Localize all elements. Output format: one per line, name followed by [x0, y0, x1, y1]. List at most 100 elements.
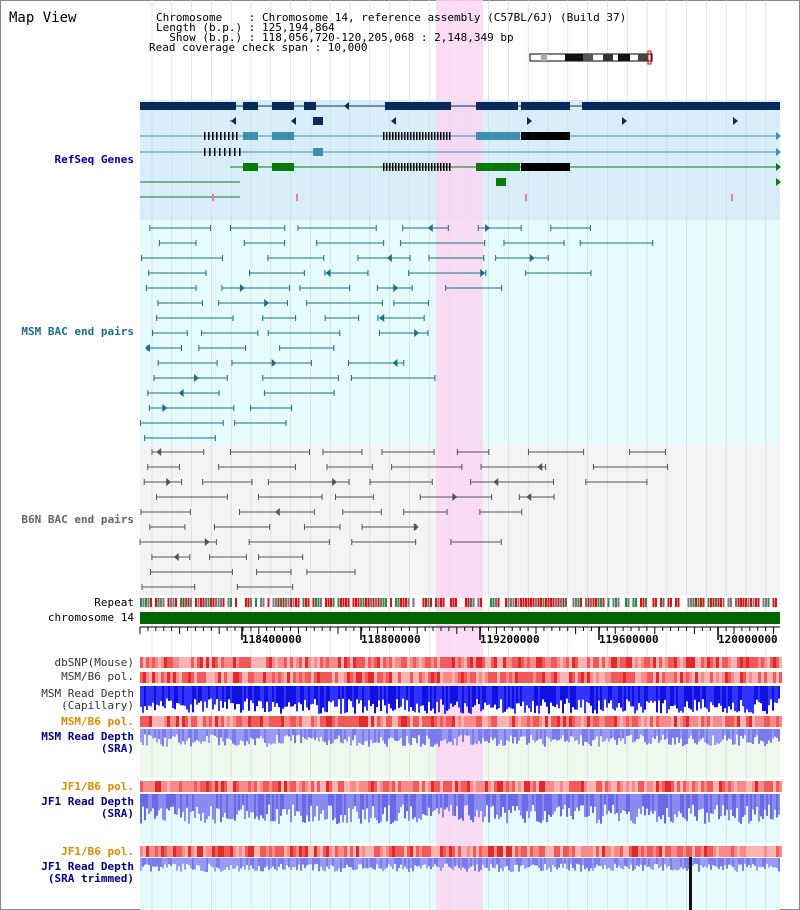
depth-bar: [566, 794, 568, 817]
heat-cell: [455, 716, 458, 727]
heat-cell: [464, 672, 467, 683]
repeat-element: [337, 598, 340, 607]
depth-bar: [172, 729, 174, 737]
depth-bar: [468, 729, 470, 736]
heat-cell: [740, 781, 743, 792]
label-jf1-depth-sra-1[interactable]: JF1 Read Depth: [41, 795, 134, 808]
depth-bar: [444, 686, 446, 714]
depth-bar: [556, 794, 558, 808]
label-msm-depth-cap-1[interactable]: MSM Read Depth: [41, 687, 134, 700]
depth-bar: [182, 794, 184, 812]
repeat-element: [615, 598, 617, 607]
label-msm-b6-pol-1[interactable]: MSM/B6 pol.: [61, 670, 134, 683]
heat-cell: [590, 672, 593, 683]
read-depth-tracks[interactable]: [140, 686, 780, 872]
b6n-bac-pairs[interactable]: [139, 448, 669, 590]
label-refseq[interactable]: RefSeq Genes: [54, 153, 134, 166]
label-b6n-bac[interactable]: B6N BAC end pairs: [21, 513, 134, 526]
repeat-element: [612, 598, 615, 607]
label-jf1-b6-pol-1[interactable]: JF1/B6 pol.: [61, 780, 134, 793]
heat-cell: [434, 781, 437, 792]
depth-bar: [688, 686, 690, 709]
heat-cell: [416, 672, 419, 683]
heat-cell: [605, 846, 608, 857]
label-msm-depth-sra-1[interactable]: MSM Read Depth: [41, 730, 134, 743]
heat-cell: [518, 781, 521, 792]
heat-cell: [716, 657, 719, 668]
depth-bar: [584, 686, 586, 714]
depth-bar: [498, 686, 500, 708]
heat-cell: [611, 846, 614, 857]
label-msm-b6-pol-2[interactable]: MSM/B6 pol.: [61, 715, 134, 728]
heat-cell: [341, 657, 344, 668]
depth-bar: [432, 686, 434, 709]
heat-cell: [365, 781, 368, 792]
depth-bar: [358, 729, 360, 743]
depth-bar: [192, 794, 194, 811]
depth-bar: [542, 858, 544, 871]
heat-cell: [677, 657, 680, 668]
heat-cell: [191, 716, 194, 727]
depth-bar: [392, 729, 394, 739]
depth-bar: [420, 729, 422, 747]
heat-cell: [164, 846, 167, 857]
heat-cell: [230, 657, 233, 668]
repeat-element: [742, 598, 745, 607]
heat-cell: [602, 672, 605, 683]
heat-cell: [710, 657, 713, 668]
depth-bar: [348, 686, 350, 700]
exon-tick: [422, 132, 424, 140]
depth-bar: [466, 729, 468, 736]
heat-cell: [509, 672, 512, 683]
heat-cell: [356, 716, 359, 727]
depth-bar: [496, 794, 498, 815]
repeat-element: [542, 598, 545, 607]
depth-bar: [754, 794, 756, 815]
heat-cell: [515, 657, 518, 668]
depth-bar: [734, 729, 736, 745]
chromosome-ideogram[interactable]: [529, 50, 653, 65]
repeat-element: [760, 598, 762, 607]
depth-bar: [436, 794, 438, 809]
repeat-element: [325, 598, 327, 607]
repeat-element: [492, 598, 495, 607]
label-dbsnp[interactable]: dbSNP(Mouse): [54, 656, 134, 669]
heat-cell: [188, 672, 191, 683]
exon-tick: [410, 132, 412, 140]
heat-cell: [482, 781, 485, 792]
repeat-element: [245, 598, 247, 607]
depth-bar: [246, 858, 248, 865]
label-jf1-b6-pol-2[interactable]: JF1/B6 pol.: [61, 845, 134, 858]
heat-cell: [278, 846, 281, 857]
depth-bar: [674, 729, 676, 745]
exon-tick: [443, 132, 445, 140]
depth-bar: [526, 794, 528, 812]
msm-bac-pairs[interactable]: [139, 224, 654, 441]
depth-bar: [726, 686, 728, 713]
depth-bar: [306, 729, 308, 740]
msm-pair-arrow: [480, 269, 486, 277]
depth-bar: [534, 858, 536, 866]
depth-bar: [260, 794, 262, 816]
depth-bar: [194, 729, 196, 742]
heat-cell: [212, 672, 215, 683]
heat-cell: [332, 846, 335, 857]
heat-cell: [725, 672, 728, 683]
depth-bar: [292, 686, 294, 707]
depth-bar: [740, 794, 742, 824]
heat-cell: [341, 672, 344, 683]
depth-bar: [494, 686, 496, 705]
heat-cell: [764, 781, 767, 792]
chromosome-bar[interactable]: [140, 612, 780, 624]
label-jf1-depth-trim-1[interactable]: JF1 Read Depth: [41, 860, 134, 873]
label-msm-bac[interactable]: MSM BAC end pairs: [21, 325, 134, 338]
heat-cell: [248, 781, 251, 792]
repeat-track[interactable]: [140, 598, 780, 607]
refseq-gene-features[interactable]: [140, 102, 781, 201]
depth-bar: [580, 686, 582, 708]
depth-bar: [506, 794, 508, 824]
heat-cell: [659, 657, 662, 668]
depth-bar: [644, 729, 646, 743]
polymorphism-heat-tracks[interactable]: [140, 657, 782, 857]
